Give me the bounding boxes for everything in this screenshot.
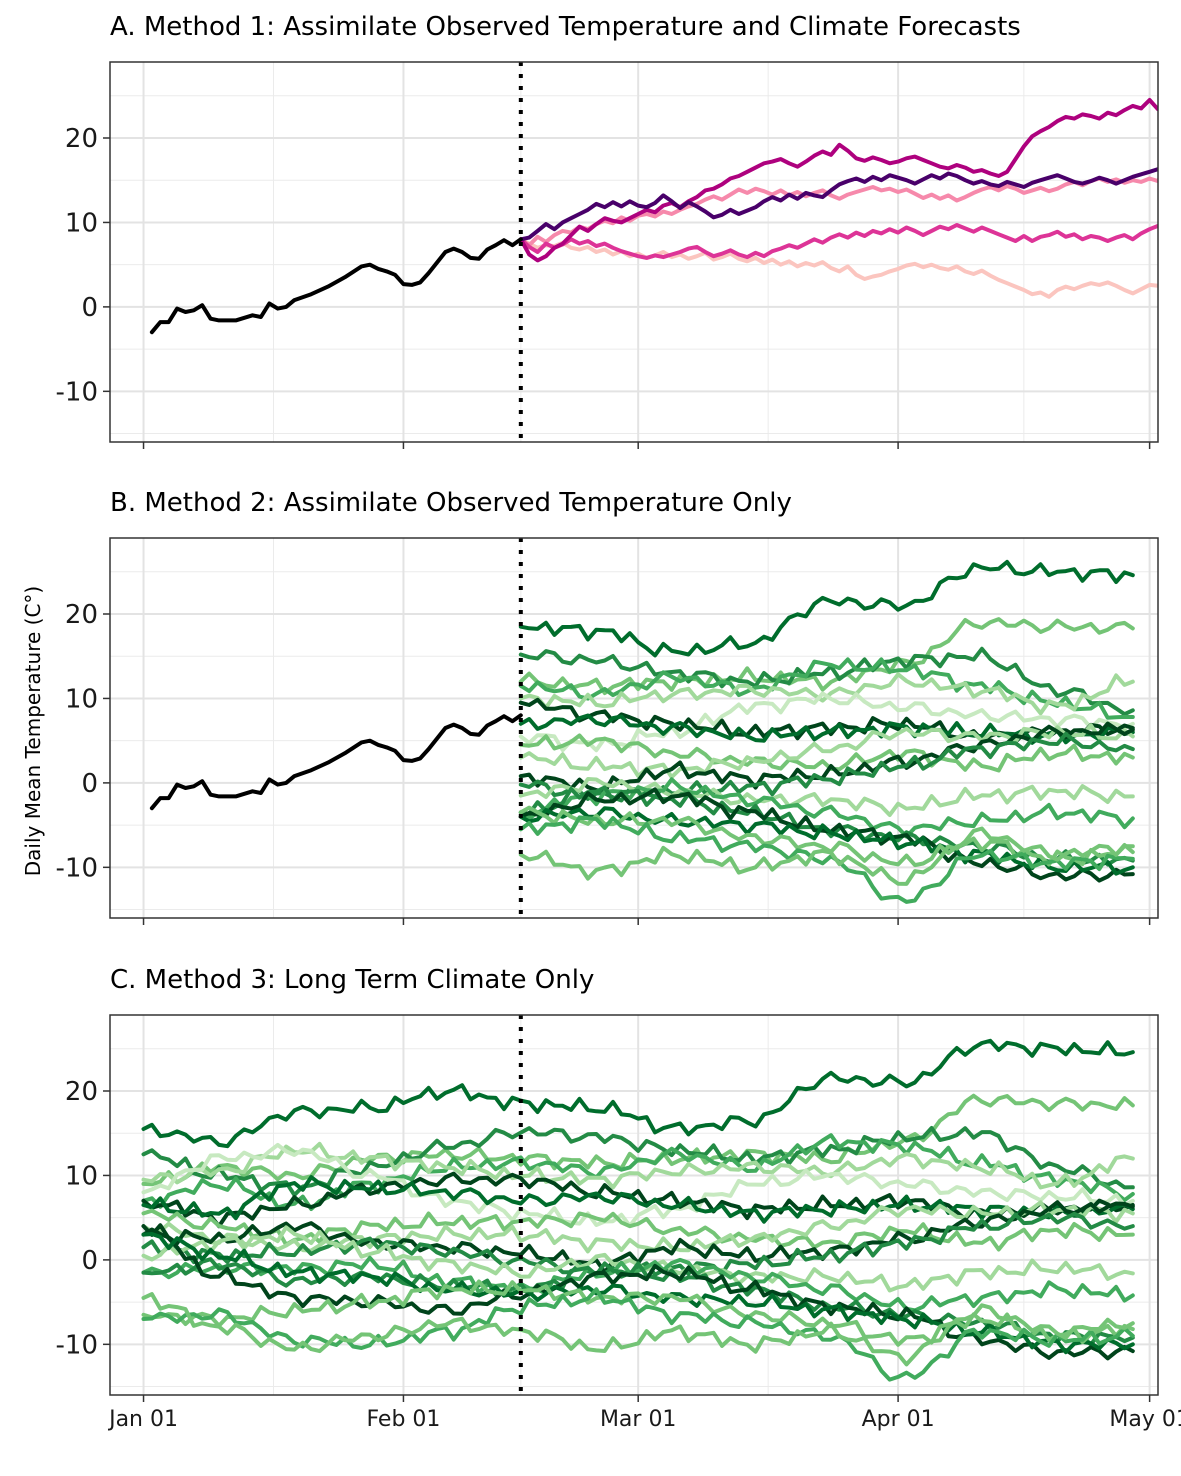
y-tick-label: -10 (56, 377, 98, 407)
forecast-series-line (141, 1292, 1135, 1367)
series-group (149, 559, 1135, 904)
grid (110, 62, 1158, 442)
y-tick-label: 10 (65, 208, 98, 238)
x-tick-label: Feb 01 (366, 1407, 440, 1432)
forecast-series-line (518, 723, 1135, 780)
y-tick-label: 0 (81, 293, 98, 323)
series-group (141, 1038, 1135, 1382)
y-tick-label: 20 (65, 1077, 98, 1107)
forecast-series-line (518, 223, 1158, 260)
panel-title: B. Method 2: Assimilate Observed Tempera… (110, 488, 792, 518)
y-tick-label: 20 (65, 124, 98, 154)
forecast-series-line (141, 1208, 1135, 1252)
observed-series-line (149, 713, 523, 811)
y-tick-label: -10 (56, 853, 98, 883)
forecast-series-line (518, 657, 1135, 720)
x-tick-label: Mar 01 (600, 1407, 677, 1432)
y-tick-label: -10 (56, 1330, 98, 1360)
y-tick-label: 10 (65, 684, 98, 714)
panel-c: C. Method 3: Long Term Climate Only -10 0 1… (56, 965, 1181, 1432)
x-tick-label: Apr 01 (862, 1407, 935, 1432)
forecast-series-line (141, 1038, 1135, 1149)
y-tick-label: 20 (65, 600, 98, 630)
panel-border (109, 1014, 1159, 1396)
panel-border (109, 61, 1159, 443)
forecast-series-line (518, 617, 1135, 696)
forecast-series-line (141, 1287, 1135, 1382)
forecast-series-line (518, 167, 1158, 242)
forecast-series-line (141, 1175, 1135, 1224)
forecast-series-line (141, 1279, 1135, 1347)
forecast-series-line (141, 1126, 1135, 1197)
forecast-series-line (518, 805, 1135, 868)
y-tick-label: 10 (65, 1161, 98, 1191)
panel-a: A. Method 1: Assimilate Observed Tempera… (56, 12, 1159, 449)
panel-title: C. Method 3: Long Term Climate Only (110, 965, 594, 995)
forecast-series-line (518, 826, 1135, 886)
y-axis-label: Daily Mean Temperature (C°) (21, 586, 45, 876)
forecast-series-line (518, 777, 1135, 817)
panel-border (109, 537, 1159, 919)
panel-title: A. Method 1: Assimilate Observed Tempera… (110, 12, 1021, 42)
x-tick-label: Jan 01 (107, 1407, 178, 1432)
y-tick-label: 0 (81, 1246, 98, 1276)
panel-b: B. Method 2: Assimilate Observed Tempera… (56, 488, 1159, 925)
forecast-series-line (518, 559, 1135, 658)
y-tick-label: 0 (81, 769, 98, 799)
forecast-series-line (518, 691, 1135, 753)
x-tick-label: May 01 (1109, 1407, 1181, 1432)
forecast-series-line (518, 646, 1135, 717)
observed-series-line (149, 237, 523, 335)
series-group (149, 98, 1158, 335)
forecast-series-line (518, 733, 1135, 773)
forecast-series-line (518, 815, 1135, 904)
forecast-series-line (518, 98, 1158, 263)
forecast-series-line (141, 1255, 1135, 1313)
forecast-series-line (141, 1211, 1135, 1279)
forecast-series-line (141, 1142, 1135, 1228)
